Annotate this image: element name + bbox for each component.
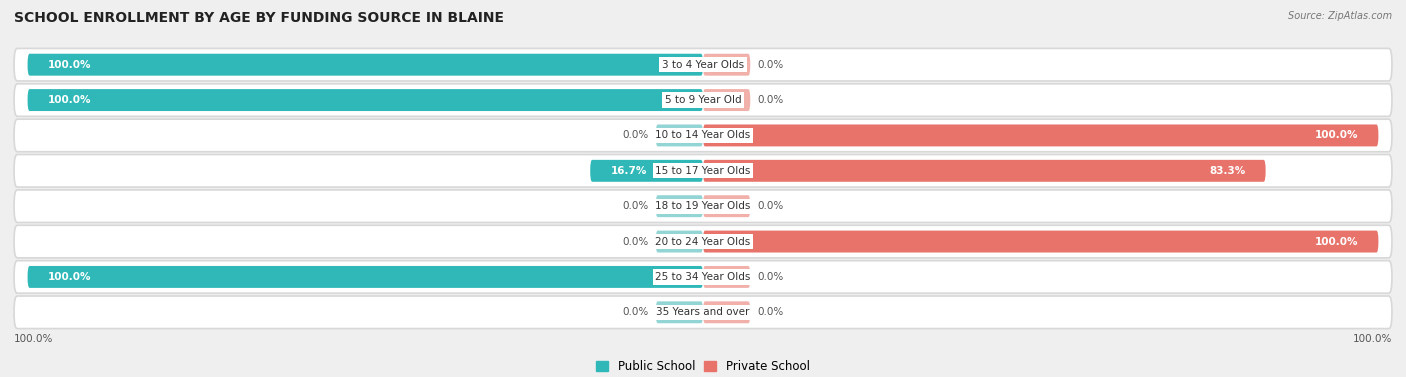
Legend: Public School, Private School: Public School, Private School [592, 355, 814, 377]
FancyBboxPatch shape [703, 231, 1378, 253]
FancyBboxPatch shape [14, 296, 1392, 329]
FancyBboxPatch shape [655, 231, 703, 253]
Text: SCHOOL ENROLLMENT BY AGE BY FUNDING SOURCE IN BLAINE: SCHOOL ENROLLMENT BY AGE BY FUNDING SOUR… [14, 11, 505, 25]
FancyBboxPatch shape [591, 160, 703, 182]
Text: 0.0%: 0.0% [623, 201, 650, 211]
FancyBboxPatch shape [14, 155, 1392, 187]
Text: 100.0%: 100.0% [1353, 334, 1392, 343]
Text: 16.7%: 16.7% [610, 166, 647, 176]
Text: 20 to 24 Year Olds: 20 to 24 Year Olds [655, 236, 751, 247]
Text: 25 to 34 Year Olds: 25 to 34 Year Olds [655, 272, 751, 282]
Text: 83.3%: 83.3% [1209, 166, 1246, 176]
Text: 0.0%: 0.0% [756, 60, 783, 70]
Text: 0.0%: 0.0% [623, 307, 650, 317]
Text: 0.0%: 0.0% [756, 307, 783, 317]
FancyBboxPatch shape [703, 89, 751, 111]
FancyBboxPatch shape [703, 160, 1265, 182]
Text: 3 to 4 Year Olds: 3 to 4 Year Olds [662, 60, 744, 70]
FancyBboxPatch shape [28, 54, 703, 76]
Text: 100.0%: 100.0% [1315, 130, 1358, 141]
Text: 0.0%: 0.0% [756, 201, 783, 211]
FancyBboxPatch shape [14, 225, 1392, 258]
Text: 100.0%: 100.0% [1315, 236, 1358, 247]
Text: 15 to 17 Year Olds: 15 to 17 Year Olds [655, 166, 751, 176]
FancyBboxPatch shape [703, 54, 751, 76]
FancyBboxPatch shape [14, 84, 1392, 116]
Text: 5 to 9 Year Old: 5 to 9 Year Old [665, 95, 741, 105]
Text: 0.0%: 0.0% [623, 130, 650, 141]
FancyBboxPatch shape [703, 195, 751, 217]
FancyBboxPatch shape [14, 119, 1392, 152]
FancyBboxPatch shape [703, 266, 751, 288]
FancyBboxPatch shape [655, 301, 703, 323]
Text: 0.0%: 0.0% [623, 236, 650, 247]
Text: 100.0%: 100.0% [48, 60, 91, 70]
FancyBboxPatch shape [28, 266, 703, 288]
Text: 0.0%: 0.0% [756, 95, 783, 105]
FancyBboxPatch shape [655, 124, 703, 146]
Text: 100.0%: 100.0% [14, 334, 53, 343]
Text: Source: ZipAtlas.com: Source: ZipAtlas.com [1288, 11, 1392, 21]
Text: 0.0%: 0.0% [756, 272, 783, 282]
Text: 10 to 14 Year Olds: 10 to 14 Year Olds [655, 130, 751, 141]
Text: 100.0%: 100.0% [48, 95, 91, 105]
Text: 35 Years and over: 35 Years and over [657, 307, 749, 317]
Text: 18 to 19 Year Olds: 18 to 19 Year Olds [655, 201, 751, 211]
FancyBboxPatch shape [28, 89, 703, 111]
FancyBboxPatch shape [14, 261, 1392, 293]
FancyBboxPatch shape [703, 124, 1378, 146]
FancyBboxPatch shape [655, 195, 703, 217]
FancyBboxPatch shape [14, 190, 1392, 222]
FancyBboxPatch shape [703, 301, 751, 323]
FancyBboxPatch shape [14, 48, 1392, 81]
Text: 100.0%: 100.0% [48, 272, 91, 282]
